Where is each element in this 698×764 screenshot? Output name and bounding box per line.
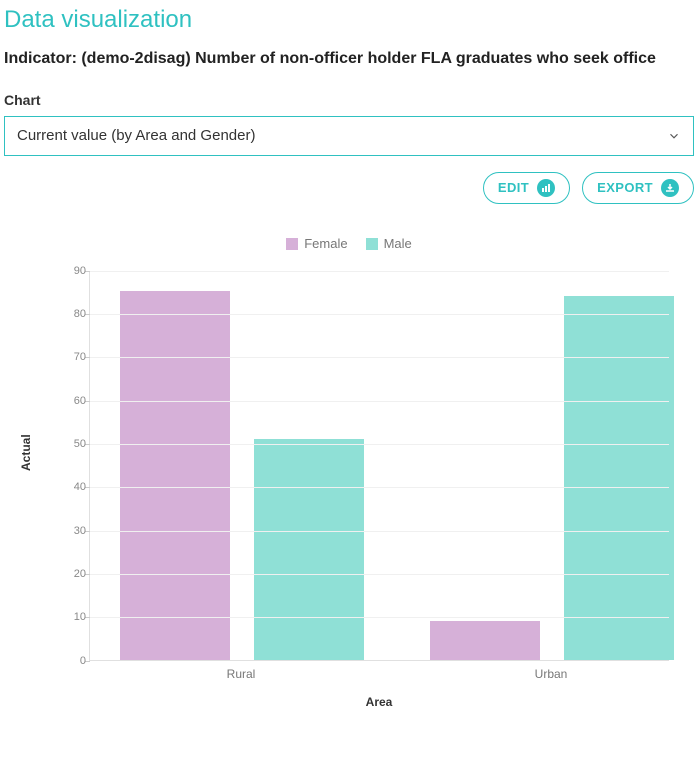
chart-selector-label: Chart — [4, 92, 694, 108]
legend-item: Male — [366, 236, 412, 251]
edit-button[interactable]: EDIT — [483, 172, 570, 204]
y-tick-label: 30 — [62, 525, 86, 537]
y-axis-label: Actual — [19, 434, 33, 471]
action-bar: EDIT EXPORT — [4, 172, 694, 204]
indicator-text: Indicator: (demo-2disag) Number of non-o… — [4, 48, 694, 70]
y-tick-label: 90 — [62, 265, 86, 277]
y-tick-label: 60 — [62, 395, 86, 407]
gridline — [90, 357, 669, 358]
download-icon — [661, 179, 679, 197]
y-tick-label: 50 — [62, 438, 86, 450]
chevron-down-icon — [667, 129, 681, 143]
page-title: Data visualization — [4, 6, 694, 34]
y-tick-label: 10 — [62, 611, 86, 623]
gridline — [90, 401, 669, 402]
gridline — [90, 271, 669, 272]
chart-bars — [90, 271, 669, 660]
x-axis-tick-labels: Rural Urban — [89, 667, 669, 687]
export-button-label: EXPORT — [597, 180, 653, 195]
bar — [120, 291, 230, 659]
gridline — [90, 617, 669, 618]
gridline — [90, 314, 669, 315]
y-tick-label: 0 — [62, 655, 86, 667]
legend-item: Female — [286, 236, 347, 251]
gridline — [90, 574, 669, 575]
bar — [564, 296, 674, 660]
bar — [254, 439, 364, 660]
legend-swatch — [366, 238, 378, 250]
gridline — [90, 444, 669, 445]
legend-label: Male — [384, 236, 412, 251]
chart-selector[interactable]: Current value (by Area and Gender) — [4, 116, 694, 156]
x-axis-label: Area — [89, 695, 669, 709]
y-tick-label: 70 — [62, 351, 86, 363]
y-tick-label: 20 — [62, 568, 86, 580]
y-tick-label: 40 — [62, 481, 86, 493]
export-button[interactable]: EXPORT — [582, 172, 694, 204]
chart-container: Actual 0102030405060708090 RuralUrban Ar… — [29, 271, 669, 709]
legend-label: Female — [304, 236, 347, 251]
chart-legend: Female Male — [4, 236, 694, 251]
chart-selector-value: Current value (by Area and Gender) — [17, 127, 255, 144]
chart-icon — [537, 179, 555, 197]
chart-plot-area: 0102030405060708090 — [89, 271, 669, 661]
edit-button-label: EDIT — [498, 180, 529, 195]
gridline — [90, 531, 669, 532]
x-tick-label: Urban — [535, 667, 568, 681]
gridline — [90, 487, 669, 488]
legend-swatch — [286, 238, 298, 250]
bar — [430, 621, 540, 660]
y-tick-label: 80 — [62, 308, 86, 320]
x-tick-label: Rural — [227, 667, 256, 681]
